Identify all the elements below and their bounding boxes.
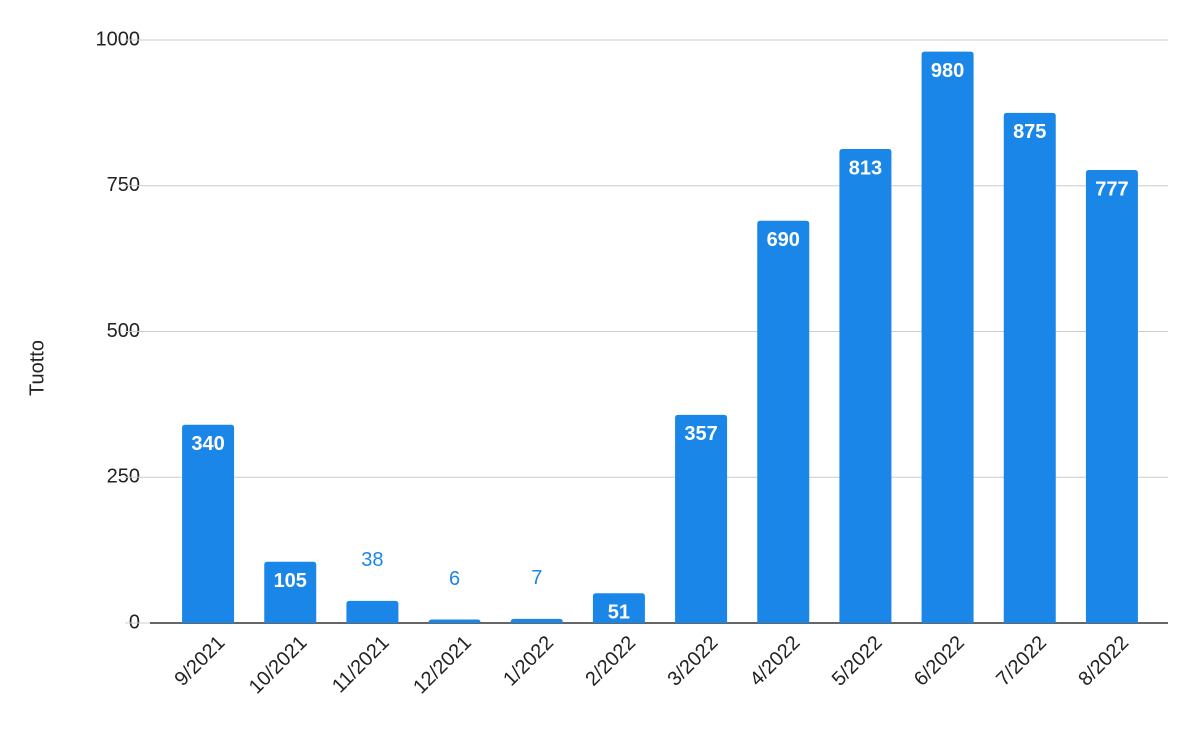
y-tick-label: 0 xyxy=(129,611,140,633)
value-label: 875 xyxy=(1013,121,1046,143)
value-label: 340 xyxy=(191,433,224,455)
value-label: 777 xyxy=(1095,178,1128,200)
bar xyxy=(428,619,481,623)
y-tick-label: 500 xyxy=(107,320,140,342)
x-tick-label: 4/2022 xyxy=(746,632,805,691)
y-tick-label: 250 xyxy=(107,466,140,488)
bar xyxy=(182,424,235,623)
bar xyxy=(264,561,317,623)
bar xyxy=(510,618,563,623)
value-label: 813 xyxy=(849,157,882,179)
bar xyxy=(592,593,645,623)
value-label: 690 xyxy=(767,229,800,251)
value-label: 6 xyxy=(449,568,460,590)
x-tick-label: 8/2022 xyxy=(1074,632,1133,691)
x-tick-label: 9/2021 xyxy=(171,632,230,691)
x-tick-label: 3/2022 xyxy=(664,632,723,691)
bar xyxy=(675,414,728,623)
bar xyxy=(757,220,810,624)
x-tick-label: 2/2022 xyxy=(581,632,640,691)
bar xyxy=(839,149,892,623)
y-axis-label: Tuotto xyxy=(26,340,48,396)
value-label: 105 xyxy=(274,570,307,592)
y-tick-label: 750 xyxy=(107,174,140,196)
value-label: 38 xyxy=(361,549,383,571)
x-tick-label: 7/2022 xyxy=(992,632,1051,691)
y-tick-label: 1000 xyxy=(96,28,141,50)
bar xyxy=(1085,170,1138,623)
value-label: 980 xyxy=(931,60,964,82)
value-label: 357 xyxy=(684,423,717,445)
x-tick-label: 6/2022 xyxy=(910,632,969,691)
value-label: 7 xyxy=(531,567,542,589)
x-tick-label: 11/2021 xyxy=(328,632,394,698)
bar xyxy=(921,51,974,624)
x-tick-label: 1/2022 xyxy=(499,632,558,691)
x-tick-label: 5/2022 xyxy=(828,632,887,691)
x-tick-label: 10/2021 xyxy=(245,632,312,699)
value-label: 51 xyxy=(608,602,630,624)
x-tick-label: 12/2021 xyxy=(409,632,476,699)
bar xyxy=(346,600,399,623)
bar xyxy=(1003,112,1056,623)
